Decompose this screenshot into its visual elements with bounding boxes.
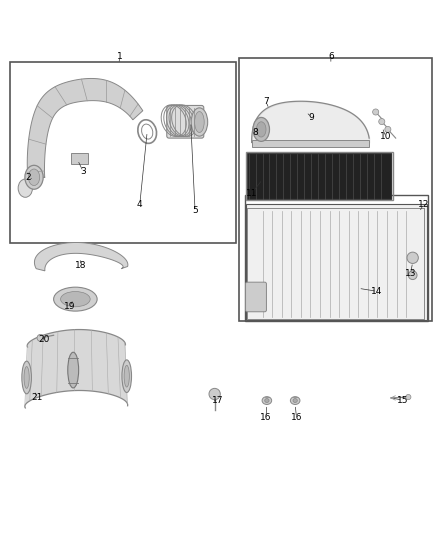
Polygon shape [35,243,128,271]
Ellipse shape [28,169,40,185]
Text: 1: 1 [117,52,123,61]
Text: 19: 19 [64,302,76,311]
Bar [71,154,88,164]
Circle shape [408,271,417,279]
Bar [246,204,427,320]
Bar [247,152,392,200]
Ellipse shape [24,367,29,389]
Text: 5: 5 [192,206,198,215]
Text: 10: 10 [380,132,392,141]
Ellipse shape [124,365,129,387]
Circle shape [385,126,391,133]
Text: 18: 18 [75,261,87,270]
Text: 17: 17 [212,395,224,405]
Circle shape [407,252,418,263]
Text: 13: 13 [405,269,416,278]
Circle shape [209,389,220,400]
Polygon shape [25,329,128,408]
Bar [247,154,391,199]
Text: 16: 16 [260,413,272,422]
Ellipse shape [191,108,208,136]
Text: 15: 15 [397,395,408,405]
Text: 8: 8 [252,128,258,137]
Bar [252,140,369,147]
Ellipse shape [53,287,97,311]
Text: 3: 3 [80,167,86,176]
Ellipse shape [22,361,32,394]
Bar [10,62,237,243]
Ellipse shape [25,165,43,189]
Circle shape [406,394,411,400]
Text: 7: 7 [263,97,269,106]
Ellipse shape [18,179,32,197]
Ellipse shape [253,117,269,141]
Circle shape [379,118,385,125]
Text: 2: 2 [25,173,31,182]
Text: 16: 16 [291,413,302,422]
Polygon shape [27,78,143,180]
Bar [239,58,432,321]
Bar [245,195,428,321]
Circle shape [373,109,379,115]
Ellipse shape [60,292,90,307]
Ellipse shape [265,399,269,402]
Text: 14: 14 [371,287,383,296]
Ellipse shape [262,397,272,405]
Ellipse shape [122,360,131,392]
FancyBboxPatch shape [246,282,266,312]
Text: 21: 21 [32,393,43,402]
Text: 12: 12 [418,200,429,209]
Circle shape [37,334,44,341]
Ellipse shape [293,399,297,402]
Ellipse shape [256,122,266,137]
Text: 11: 11 [246,189,258,198]
Text: 4: 4 [137,200,143,209]
FancyBboxPatch shape [167,106,204,138]
Ellipse shape [194,111,204,133]
Text: 9: 9 [309,112,314,122]
Ellipse shape [68,352,79,388]
Text: 20: 20 [39,335,50,344]
Text: 6: 6 [328,52,334,61]
Ellipse shape [290,397,300,405]
